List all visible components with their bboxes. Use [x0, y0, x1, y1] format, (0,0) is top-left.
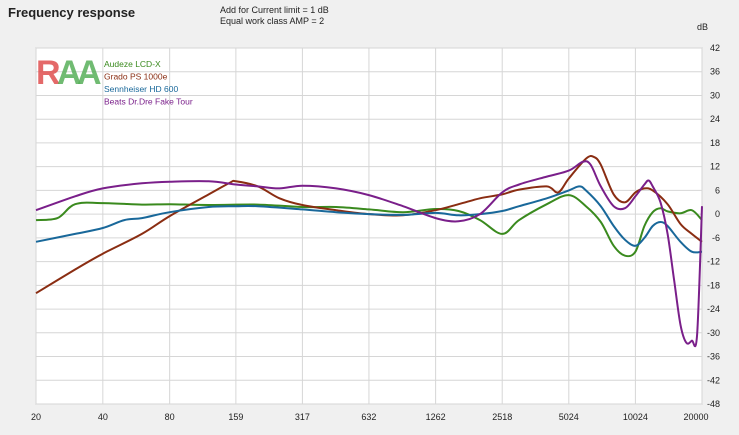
- logo-letter-a1: A: [57, 54, 82, 92]
- y-tick-label: -36: [707, 352, 720, 362]
- logo-letter-r: R: [36, 54, 61, 92]
- y-axis-ticks: 42 36 30 24 18 12 6 0 -6 -12 -18 -24 -30 -36 -42 -48: [707, 43, 720, 409]
- x-tick-label: 40: [98, 412, 108, 422]
- series-group: [35, 155, 703, 348]
- series-line-0: [35, 194, 703, 258]
- x-tick-label: 5024: [559, 412, 579, 422]
- legend-entry: Sennheiser HD 600: [104, 84, 178, 94]
- x-tick-label: 317: [295, 412, 310, 422]
- y-tick-label: 0: [715, 209, 720, 219]
- legend-entry: Beats Dr.Dre Fake Tour: [104, 97, 193, 107]
- y-tick-label: 12: [710, 162, 720, 172]
- x-axis-ticks: 20 40 80 159 317 632 1262 2518 5024 10024 20000: [31, 412, 709, 422]
- legend: Audeze LCD-X Grado PS 1000e Sennheiser HD …: [104, 59, 193, 107]
- y-tick-label: 24: [710, 114, 720, 124]
- chart-title: Frequency response: [8, 5, 136, 20]
- legend-entry: Audeze LCD-X: [104, 59, 161, 69]
- legend-entry: Grado PS 1000e: [104, 72, 168, 82]
- logo: R A A: [36, 54, 102, 92]
- y-tick-label: -12: [707, 257, 720, 267]
- y-axis-label: dB: [697, 22, 708, 32]
- y-tick-label: 6: [715, 185, 720, 195]
- y-tick-label: -6: [712, 233, 720, 243]
- y-tick-label: 36: [710, 67, 720, 77]
- y-tick-label: 18: [710, 138, 720, 148]
- note-current-limit: Add for Current limit = 1 dB: [220, 5, 329, 15]
- y-tick-label: -48: [707, 399, 720, 409]
- x-tick-label: 20: [31, 412, 41, 422]
- series-line-3: [35, 160, 703, 348]
- y-tick-label: -18: [707, 280, 720, 290]
- series-line-2: [35, 185, 703, 254]
- x-tick-label: 20000: [683, 412, 708, 422]
- note-amp-class: Equal work class AMP = 2: [220, 16, 325, 26]
- y-tick-label: 42: [710, 43, 720, 53]
- logo-letter-a2: A: [77, 54, 102, 92]
- x-tick-label: 10024: [623, 412, 648, 422]
- x-tick-label: 2518: [492, 412, 512, 422]
- x-tick-label: 159: [228, 412, 243, 422]
- y-tick-label: 30: [710, 90, 720, 100]
- y-tick-label: -30: [707, 328, 720, 338]
- y-tick-label: -42: [707, 375, 720, 385]
- x-tick-label: 632: [361, 412, 376, 422]
- x-tick-label: 1262: [426, 412, 446, 422]
- y-tick-label: -24: [707, 304, 720, 314]
- x-tick-label: 80: [165, 412, 175, 422]
